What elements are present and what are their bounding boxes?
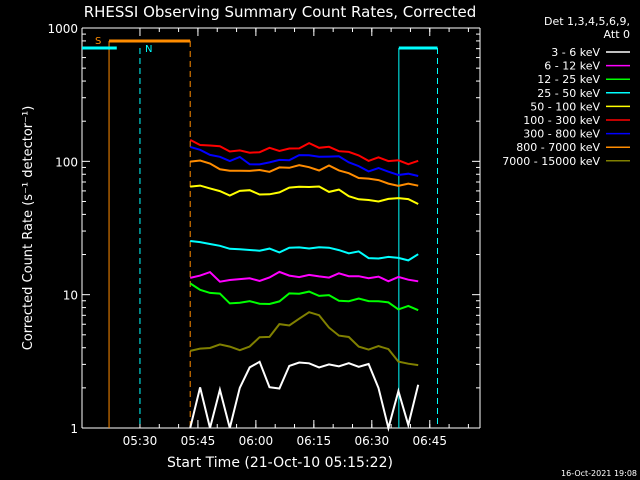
series-line-6	[189, 145, 419, 177]
legend-header-line-1: Det 1,3,4,5,6,9,	[544, 15, 630, 28]
series-line-4	[190, 184, 419, 205]
y-tick-label: 1	[70, 422, 78, 436]
legend-label: 7000 - 15000 keV	[502, 155, 600, 168]
x-tick-label: 06:45	[412, 434, 447, 448]
x-tick-label: 06:00	[239, 434, 274, 448]
y-axis-label: Corrected Count Rate (s⁻¹ detector⁻¹)	[21, 106, 36, 351]
x-axis-label: Start Time (21-Oct-10 05:15:22)	[167, 455, 393, 471]
saa-label: S	[95, 36, 101, 47]
orbit-annotations: SN	[82, 36, 438, 428]
y-tick-label: 100	[55, 155, 78, 169]
night-label: N	[145, 44, 152, 55]
x-tick-label: 05:45	[181, 434, 216, 448]
legend-label: 25 - 50 keV	[537, 87, 600, 100]
series-line-5	[189, 139, 419, 166]
legend-header-line-2: Att 0	[604, 28, 630, 41]
series-line-3	[190, 240, 419, 262]
legend-label: 50 - 100 keV	[530, 100, 600, 113]
legend-label: 12 - 25 keV	[537, 73, 600, 86]
x-tick-label: 05:30	[123, 434, 158, 448]
series-line-1	[189, 270, 419, 283]
y-tick-label: 10	[63, 289, 78, 303]
chart-title: RHESSI Observing Summary Count Rates, Co…	[84, 3, 477, 21]
x-tick-label: 06:15	[297, 434, 332, 448]
plot-frame	[81, 27, 481, 429]
y-axis: 1 10 100 1000	[47, 22, 480, 436]
legend-label: 300 - 800 keV	[523, 128, 600, 141]
series-line-2	[189, 282, 419, 312]
series-line-7	[190, 159, 419, 187]
series-group	[189, 139, 420, 432]
series-line-8	[189, 311, 419, 367]
legend-label: 800 - 7000 keV	[516, 141, 600, 154]
y-tick-label: 1000	[47, 22, 78, 36]
footer-timestamp: 16-Oct-2021 19:08	[561, 469, 637, 478]
legend-label: 6 - 12 keV	[544, 60, 600, 73]
series-line-0	[189, 360, 420, 432]
legend-label: 100 - 300 keV	[523, 114, 600, 127]
legend-label: 3 - 6 keV	[551, 46, 600, 59]
x-axis: 05:30 05:45 06:00 06:15 06:30 06:45	[123, 28, 469, 448]
x-tick-label: 06:30	[355, 434, 390, 448]
